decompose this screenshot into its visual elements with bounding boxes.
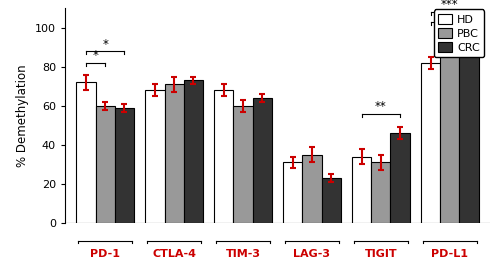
- Text: LAG-3: LAG-3: [294, 249, 331, 259]
- Bar: [390, 133, 409, 223]
- Bar: [352, 157, 372, 223]
- Bar: [76, 82, 96, 223]
- Bar: [115, 108, 134, 223]
- Text: **: **: [434, 8, 446, 21]
- Bar: [146, 90, 165, 223]
- Bar: [214, 90, 234, 223]
- Text: *: *: [92, 49, 98, 62]
- Bar: [460, 36, 478, 223]
- Bar: [372, 162, 390, 223]
- Text: **: **: [375, 100, 387, 113]
- Text: CTLA-4: CTLA-4: [152, 249, 196, 259]
- Text: TIM-3: TIM-3: [226, 249, 260, 259]
- Bar: [440, 36, 460, 223]
- Legend: HD, PBC, CRC: HD, PBC, CRC: [434, 10, 484, 57]
- Text: TIGIT: TIGIT: [364, 249, 397, 259]
- Bar: [96, 106, 115, 223]
- Y-axis label: % Demethylation: % Demethylation: [16, 64, 30, 167]
- Bar: [252, 98, 272, 223]
- Text: *: *: [102, 38, 108, 51]
- Bar: [322, 178, 340, 223]
- Bar: [234, 106, 252, 223]
- Bar: [283, 162, 302, 223]
- Text: PD-1: PD-1: [90, 249, 120, 259]
- Bar: [164, 84, 184, 223]
- Bar: [302, 155, 322, 223]
- Text: ***: ***: [441, 0, 458, 11]
- Text: PD-L1: PD-L1: [432, 249, 469, 259]
- Bar: [421, 63, 440, 223]
- Bar: [184, 81, 203, 223]
